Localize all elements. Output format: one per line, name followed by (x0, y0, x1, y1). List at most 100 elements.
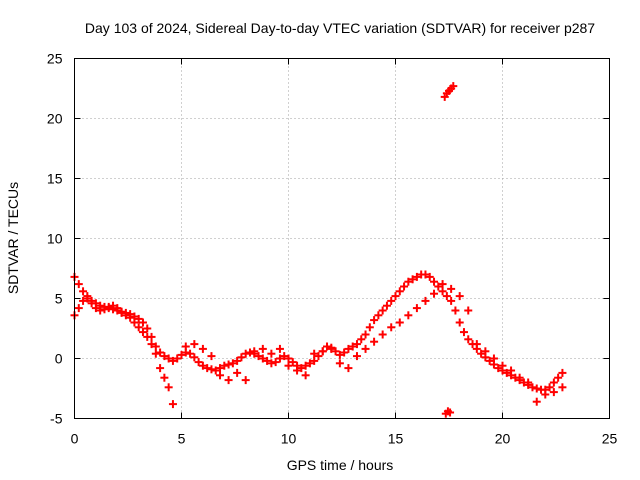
x-tick-label: 10 (281, 431, 297, 447)
data-point (168, 356, 177, 365)
data-point (79, 287, 88, 296)
y-tick-label: 10 (47, 231, 63, 247)
x-axis-title: GPS time / hours (287, 457, 394, 473)
data-point (160, 352, 169, 361)
data-point (288, 358, 297, 367)
data-point (271, 358, 280, 367)
data-point (451, 306, 460, 315)
data-point (134, 314, 143, 323)
data-point (494, 364, 503, 373)
data-point (237, 353, 246, 362)
data-point (211, 366, 220, 375)
data-point (455, 318, 464, 327)
data-point (477, 349, 486, 358)
data-point (160, 373, 169, 382)
data-point (425, 272, 434, 281)
data-point (258, 344, 267, 353)
data-point (190, 340, 199, 349)
chart-title: Day 103 of 2024, Sidereal Day-to-day VTE… (85, 20, 595, 36)
data-point (331, 347, 340, 356)
data-point (284, 361, 293, 370)
y-tick-label: -5 (50, 411, 63, 427)
data-point (412, 304, 421, 313)
data-point (130, 318, 139, 327)
data-point (335, 359, 344, 368)
data-point (297, 364, 306, 373)
data-point (447, 284, 456, 293)
data-point (404, 277, 413, 286)
data-point (378, 330, 387, 339)
axis-ticks: 0 5 10 15 20 25 -5 0 5 10 15 20 25 (47, 51, 618, 447)
data-point (207, 365, 216, 374)
data-point (224, 376, 233, 385)
data-point (224, 360, 233, 369)
data-point (151, 349, 160, 358)
data-point (549, 378, 558, 387)
y-tick-label: 0 (55, 351, 63, 367)
data-points (70, 82, 567, 418)
data-point (284, 354, 293, 363)
data-point (275, 344, 284, 353)
data-point (164, 383, 173, 392)
data-point (83, 294, 92, 303)
data-point (323, 342, 332, 351)
data-point (541, 390, 550, 399)
y-tick-label: 15 (47, 171, 63, 187)
y-tick-label: 5 (55, 291, 63, 307)
data-point (558, 383, 567, 392)
data-point (554, 373, 563, 382)
data-point (104, 302, 113, 311)
data-point (143, 324, 152, 333)
data-point (121, 311, 130, 320)
data-point (241, 376, 250, 385)
data-point (216, 364, 225, 373)
data-point (549, 388, 558, 397)
data-point (126, 313, 135, 322)
y-tick-label: 20 (47, 111, 63, 127)
data-point (186, 349, 195, 358)
y-axis-title: SDTVAR / TECUs (5, 182, 21, 294)
data-point (365, 323, 374, 332)
x-tick-label: 5 (178, 431, 186, 447)
data-point (198, 361, 207, 370)
data-point (74, 304, 83, 313)
data-point (173, 354, 182, 363)
data-point (301, 361, 310, 370)
data-point (459, 328, 468, 337)
data-point (434, 282, 443, 291)
data-point (404, 311, 413, 320)
data-point (378, 306, 387, 315)
data-point (391, 292, 400, 301)
data-point (207, 352, 216, 361)
data-point (472, 340, 481, 349)
data-point (250, 347, 259, 356)
data-point (117, 308, 126, 317)
data-point (168, 400, 177, 409)
data-point (498, 361, 507, 370)
data-point (233, 368, 242, 377)
data-point (203, 364, 212, 373)
data-point (352, 352, 361, 361)
data-point (228, 359, 237, 368)
data-point (335, 350, 344, 359)
data-point (327, 344, 336, 353)
data-point (545, 383, 554, 392)
data-point (147, 340, 156, 349)
data-point (91, 304, 100, 313)
data-point (87, 299, 96, 308)
data-point (357, 335, 366, 344)
data-point (233, 356, 242, 365)
data-point (438, 287, 447, 296)
data-point (151, 342, 160, 351)
x-tick-label: 15 (388, 431, 404, 447)
data-point (528, 383, 537, 392)
grid (74, 58, 610, 419)
data-point (275, 354, 284, 363)
data-point (263, 356, 272, 365)
data-point (485, 356, 494, 365)
data-point (194, 358, 203, 367)
data-point (109, 301, 118, 310)
data-point (430, 289, 439, 298)
data-point (216, 371, 225, 380)
